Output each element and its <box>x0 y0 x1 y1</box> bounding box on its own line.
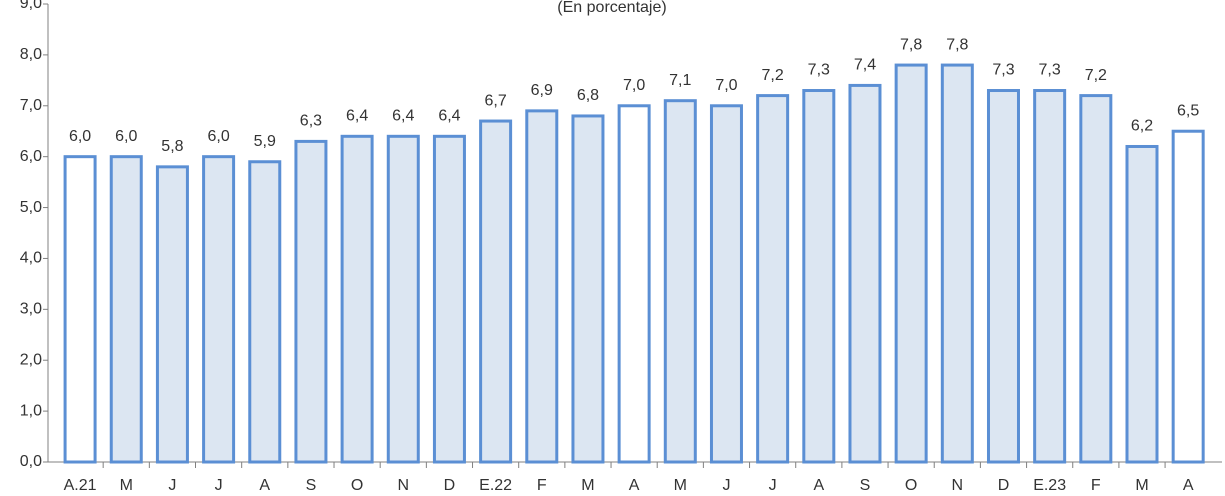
x-tick-label: J <box>168 477 176 494</box>
value-label: 7,2 <box>1085 67 1107 84</box>
value-label: 7,0 <box>623 77 645 94</box>
y-tick-label: 6,0 <box>20 148 42 165</box>
bar <box>386 134 420 464</box>
y-tick-label: 3,0 <box>20 301 42 318</box>
y-tick-label: 7,0 <box>20 97 42 114</box>
value-label: 7,8 <box>946 36 968 53</box>
x-tick-label: J <box>769 477 777 494</box>
bar <box>340 134 374 464</box>
x-tick-label: M <box>674 477 687 494</box>
bar <box>294 139 328 464</box>
bar <box>1171 129 1205 464</box>
y-tick-label: 0,0 <box>20 453 42 470</box>
bar <box>617 104 651 464</box>
value-label: 7,3 <box>992 62 1014 79</box>
x-tick-label: M <box>120 477 133 494</box>
x-tick-label: S <box>860 477 871 494</box>
bar <box>986 89 1020 464</box>
y-tick-label: 9,0 <box>20 0 42 12</box>
bar <box>802 89 836 464</box>
x-tick-label: O <box>905 477 917 494</box>
chart-subtitle: (En porcentaje) <box>557 0 666 16</box>
x-tick-label: M <box>1135 477 1148 494</box>
value-label: 5,9 <box>254 133 276 150</box>
value-label: 6,5 <box>1177 102 1199 119</box>
x-tick-label: E.23 <box>1033 477 1066 494</box>
x-tick-label: A <box>1183 477 1194 494</box>
value-label: 6,9 <box>531 82 553 99</box>
bar <box>894 63 928 464</box>
bar <box>848 83 882 464</box>
bar <box>709 104 743 464</box>
x-tick-label: J <box>215 477 223 494</box>
x-tick-label: D <box>444 477 456 494</box>
bar <box>940 63 974 464</box>
x-tick-label: F <box>537 477 547 494</box>
x-tick-label: M <box>581 477 594 494</box>
x-tick-label: A <box>259 477 270 494</box>
bar <box>202 155 236 464</box>
value-label: 6,0 <box>207 128 229 145</box>
value-label: 6,8 <box>577 87 599 104</box>
value-label: 6,4 <box>438 108 460 125</box>
bar <box>1125 144 1159 464</box>
x-tick-label: O <box>351 477 363 494</box>
value-label: 6,0 <box>115 128 137 145</box>
bar <box>1033 89 1067 464</box>
value-label: 7,3 <box>1039 62 1061 79</box>
value-label: 7,0 <box>715 77 737 94</box>
value-label: 7,1 <box>669 72 691 89</box>
bar <box>109 155 143 464</box>
value-label: 6,2 <box>1131 118 1153 135</box>
bar <box>432 134 466 464</box>
bar <box>525 109 559 464</box>
bar <box>63 155 97 464</box>
bar <box>1079 94 1113 464</box>
value-label: 7,2 <box>762 67 784 84</box>
x-tick-label: S <box>306 477 317 494</box>
y-tick-label: 8,0 <box>20 46 42 63</box>
x-tick-label: F <box>1091 477 1101 494</box>
x-tick-label: D <box>998 477 1010 494</box>
y-tick-label: 2,0 <box>20 351 42 368</box>
bar <box>479 119 513 464</box>
x-tick-label: A <box>629 477 640 494</box>
x-tick-label: N <box>397 477 409 494</box>
value-label: 6,7 <box>484 92 506 109</box>
value-label: 7,3 <box>808 62 830 79</box>
y-tick-label: 4,0 <box>20 250 42 267</box>
x-tick-label: J <box>722 477 730 494</box>
value-label: 6,0 <box>69 128 91 145</box>
x-tick-label: N <box>952 477 964 494</box>
bar <box>663 99 697 464</box>
x-tick-label: A <box>813 477 824 494</box>
bar <box>155 165 189 464</box>
bar <box>571 114 605 464</box>
bar <box>248 160 282 464</box>
value-label: 7,8 <box>900 36 922 53</box>
value-label: 7,4 <box>854 57 876 74</box>
y-tick-label: 5,0 <box>20 199 42 216</box>
value-label: 6,3 <box>300 113 322 130</box>
y-tick-label: 1,0 <box>20 402 42 419</box>
value-label: 6,4 <box>346 108 368 125</box>
value-label: 6,4 <box>392 108 414 125</box>
x-tick-label: A.21 <box>64 477 97 494</box>
x-tick-label: E.22 <box>479 477 512 494</box>
value-label: 5,8 <box>161 138 183 155</box>
bar <box>756 94 790 464</box>
